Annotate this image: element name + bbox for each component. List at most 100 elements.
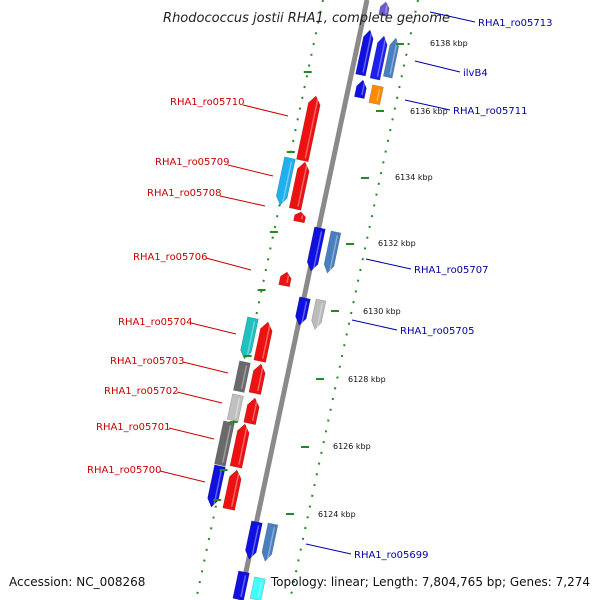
gene-feature-g-5708[interactable] <box>288 161 310 211</box>
gene-label-RHA1_ro05710[interactable]: RHA1_ro05710 <box>170 97 245 108</box>
gene-label-RHA1_ro05702[interactable]: RHA1_ro05702 <box>104 386 179 397</box>
kbp-tick-label: 6138 kbp <box>430 39 468 48</box>
gene-feature-g-5703a[interactable] <box>233 360 251 393</box>
gene-highlight <box>300 215 304 220</box>
kbp-tick-label: 6132 kbp <box>378 239 416 248</box>
gene-feature-g-5704a[interactable] <box>240 316 259 360</box>
gene-label-leader-line <box>305 543 352 555</box>
gene-feature-g-5700a[interactable] <box>207 464 226 508</box>
gene-feature-g-5700b[interactable] <box>222 469 242 511</box>
gene-highlight <box>361 83 366 96</box>
gene-highlight <box>304 99 319 159</box>
gene-label-leader-line <box>404 99 451 111</box>
gene-highlight <box>221 425 232 463</box>
gene-highlight <box>329 235 339 271</box>
gene-label-leader-line <box>159 470 206 483</box>
gene-feature-g-5703b[interactable] <box>248 363 266 395</box>
gene-label-leader-line <box>182 361 229 374</box>
kbp-tick-label: 6124 kbp <box>318 510 356 519</box>
gene-label-RHA1_ro05700[interactable]: RHA1_ro05700 <box>87 465 162 476</box>
gene-label-RHA1_ro05713[interactable]: RHA1_ro05713 <box>478 18 553 29</box>
gene-label-leader-line <box>351 319 398 331</box>
gene-highlight <box>282 161 293 203</box>
gene-highlight <box>251 525 260 557</box>
gene-labels-layer: RHA1_ro05710 RHA1_ro05709 RHA1_ro05708 RHA1… <box>87 11 553 561</box>
kbp-tick-label: 6130 kbp <box>363 307 401 316</box>
gene-feature-g-5710[interactable] <box>296 95 321 163</box>
gene-feature-g-5698a[interactable] <box>232 570 250 600</box>
genome-summary-text: Topology: linear; Length: 7,804,765 bp; … <box>270 575 590 589</box>
gene-label-RHA1_ro05708[interactable]: RHA1_ro05708 <box>147 188 222 199</box>
gene-highlight <box>389 41 398 75</box>
gene-label-leader-line <box>414 60 461 73</box>
gene-feature-g-5709[interactable] <box>275 156 296 206</box>
gene-highlight <box>376 89 381 102</box>
gene-highlight <box>266 527 276 559</box>
gene-feature-g-5711[interactable] <box>368 84 384 106</box>
gene-label-RHA1_ro05709[interactable]: RHA1_ro05709 <box>155 157 230 168</box>
gene-highlight <box>257 367 264 392</box>
gene-label-leader-line <box>168 427 215 440</box>
gene-highlight <box>234 398 241 419</box>
gene-feature-g-5713d[interactable] <box>378 1 390 17</box>
gene-feature-g-5702a[interactable] <box>226 393 244 422</box>
gene-feature-g-5705b[interactable] <box>311 298 327 330</box>
gene-feature-g-5713a[interactable] <box>355 29 374 77</box>
gene-highlight <box>257 581 263 598</box>
gene-feature-g-5699a[interactable] <box>245 520 263 560</box>
gene-feature-g-5712[interactable] <box>354 79 367 99</box>
gene-feature-g-5708b[interactable] <box>293 211 306 224</box>
gene-feature-g-5702b[interactable] <box>243 397 260 426</box>
gene-highlight <box>246 321 256 357</box>
kbp-ticks-layer: 6138 kbp 6136 kbp 6134 kbp 6132 kbp 6130 kbp… <box>213 39 468 519</box>
gene-label-leader-line <box>176 391 223 404</box>
gene-highlight <box>251 401 258 422</box>
gene-feature-g-5699b[interactable] <box>261 522 279 562</box>
gene-highlight <box>286 275 290 284</box>
gene-feature-g-5698b[interactable] <box>249 576 266 600</box>
gene-feature-g-5701b[interactable] <box>229 423 250 469</box>
gene-label-RHA1_ro05707[interactable]: RHA1_ro05707 <box>414 265 489 276</box>
gene-feature-g-5705a[interactable] <box>295 296 311 326</box>
gene-feature-g-5713b[interactable] <box>369 35 388 81</box>
gene-label-RHA1_ro05704[interactable]: RHA1_ro05704 <box>118 317 193 328</box>
gene-label-RHA1_ro05711[interactable]: RHA1_ro05711 <box>453 106 528 117</box>
gene-feature-g-5707b[interactable] <box>323 230 342 274</box>
gene-label-RHA1_ro05706[interactable]: RHA1_ro05706 <box>133 252 208 263</box>
map-title: Rhodococcus jostii RHA1, complete genome <box>163 11 450 26</box>
gene-highlight <box>213 469 223 505</box>
gene-highlight <box>240 365 248 390</box>
gene-label-RHA1_ro05701[interactable]: RHA1_ro05701 <box>96 422 171 433</box>
gene-label-leader-line <box>365 258 412 270</box>
gene-highlight <box>230 473 240 507</box>
gene-label-leader-line <box>242 104 289 117</box>
gene-label-ilvB4[interactable]: ilvB4 <box>463 68 488 79</box>
accession-text: Accession: NC_008268 <box>9 575 145 589</box>
kbp-tick-label: 6128 kbp <box>348 375 386 384</box>
gene-label-leader-line <box>219 195 266 207</box>
gene-feature-g-5707a[interactable] <box>306 226 326 272</box>
gene-highlight <box>362 33 373 73</box>
gene-feature-g-5701a[interactable] <box>214 420 235 467</box>
gene-label-leader-line <box>429 11 476 23</box>
kbp-tick-label: 6134 kbp <box>395 173 433 182</box>
gene-feature-g-5704b[interactable] <box>253 321 273 363</box>
kbp-tick-label: 6136 kbp <box>410 107 448 116</box>
gene-highlight <box>316 303 324 327</box>
gene-highlight <box>297 165 308 207</box>
gene-label-RHA1_ro05699[interactable]: RHA1_ro05699 <box>354 550 429 561</box>
gene-label-RHA1_ro05705[interactable]: RHA1_ro05705 <box>400 326 475 337</box>
gene-feature-g-5706[interactable] <box>278 271 292 288</box>
gene-label-leader-line <box>227 164 274 177</box>
gene-label-RHA1_ro05703[interactable]: RHA1_ro05703 <box>110 356 185 367</box>
gene-highlight <box>301 301 308 324</box>
gene-highlight <box>376 39 387 77</box>
genes-layer <box>207 1 400 600</box>
gene-feature-g-5713c[interactable] <box>382 37 400 79</box>
gene-highlight <box>238 427 248 465</box>
gene-highlight <box>261 325 271 359</box>
gene-label-leader-line <box>190 322 237 335</box>
kbp-tick-label: 6126 kbp <box>333 442 371 451</box>
